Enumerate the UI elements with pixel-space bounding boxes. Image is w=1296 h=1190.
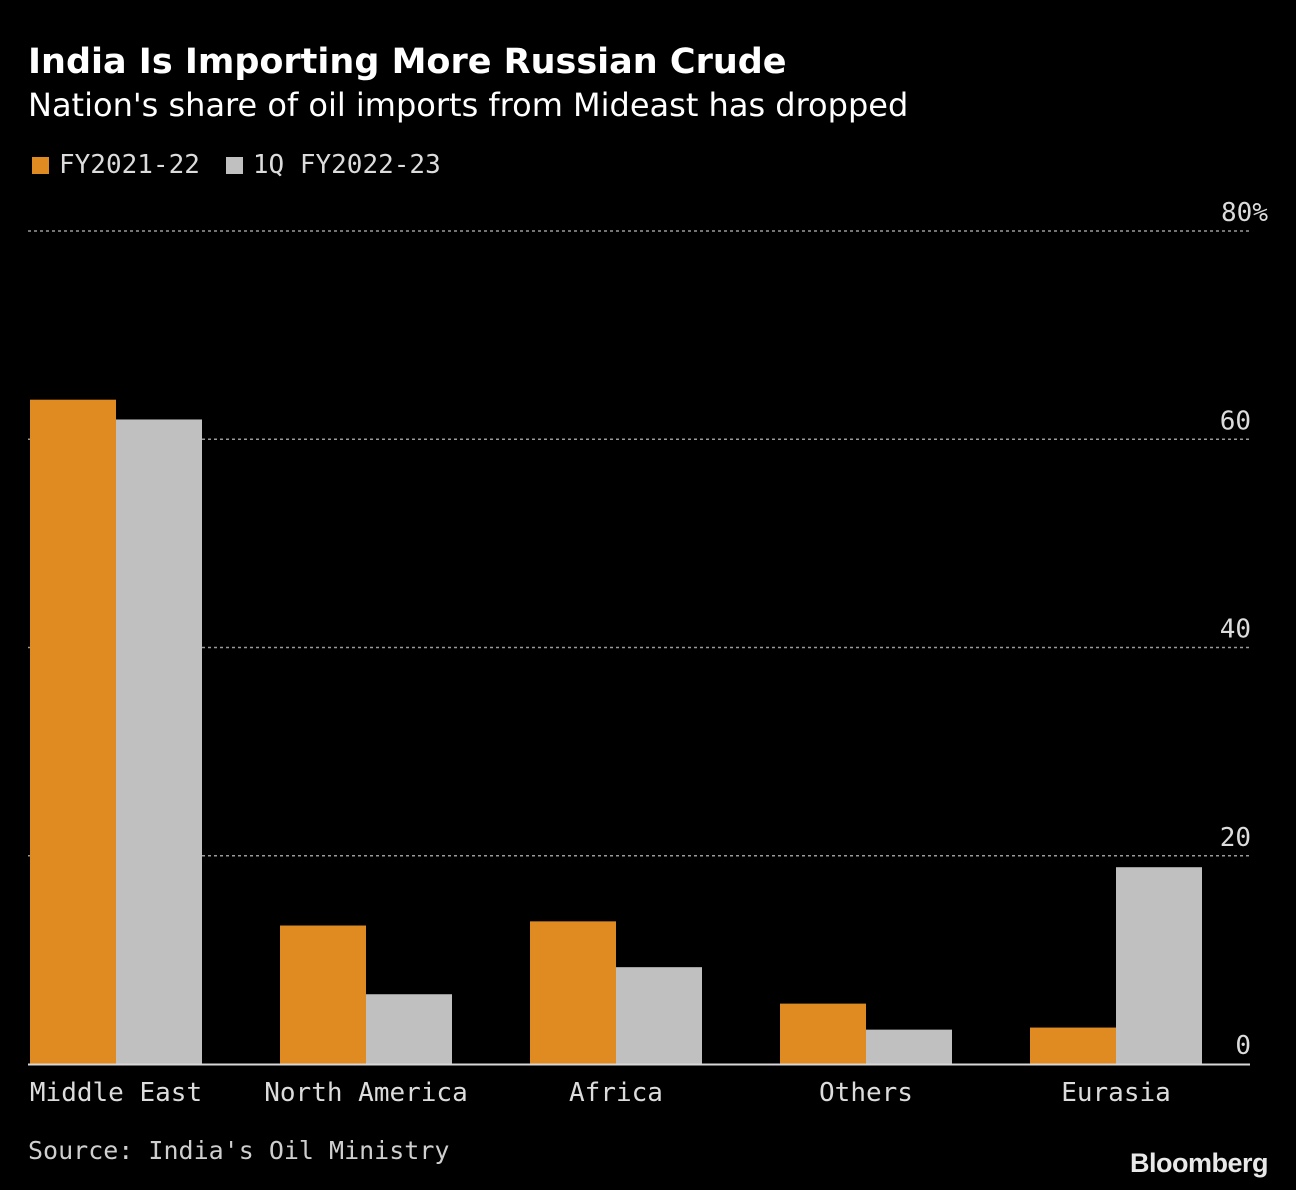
- bar-middle-east-series-2: [116, 419, 202, 1064]
- legend-item-fy2021-22: FY2021-22: [32, 150, 200, 180]
- y-tick-label-0: 0: [1235, 1031, 1251, 1061]
- y-tick-label-20: 20: [1220, 823, 1251, 853]
- bar-middle-east-series-1: [30, 399, 116, 1064]
- x-tick-label-africa: Africa: [569, 1078, 663, 1108]
- bar-africa-series-2: [616, 967, 702, 1064]
- bar-north-america-series-2: [366, 994, 452, 1064]
- chart-subtitle: Nation's share of oil imports from Midea…: [28, 86, 909, 124]
- y-tick-label-60: 60: [1220, 406, 1251, 436]
- legend-swatch-fy2021-22: [32, 156, 49, 174]
- bar-eurasia-series-1: [1030, 1027, 1116, 1064]
- chart-title: India Is Importing More Russian Crude: [28, 42, 787, 82]
- x-tick-label-others: Others: [819, 1078, 913, 1108]
- legend-label-fy2021-22: FY2021-22: [59, 150, 200, 180]
- x-tick-label-eurasia: Eurasia: [1061, 1078, 1171, 1108]
- bar-others-series-2: [866, 1029, 952, 1064]
- x-tick-label-middle-east: Middle East: [30, 1078, 202, 1108]
- x-tick-label-north-america: North America: [264, 1078, 468, 1108]
- legend-label-1q-fy2022-23: 1Q FY2022-23: [252, 150, 441, 180]
- legend-item-1q-fy2022-23: 1Q FY2022-23: [225, 150, 441, 180]
- legend-swatch-1q-fy2022-23: [225, 156, 243, 174]
- bar-north-america-series-1: [280, 925, 366, 1064]
- y-tick-label-40: 40: [1220, 615, 1251, 645]
- bloomberg-logo: Bloomberg: [1129, 1148, 1269, 1178]
- y-tick-label-80: 80%: [1221, 198, 1268, 228]
- bar-africa-series-1: [530, 921, 616, 1064]
- source-note: Source: India's Oil Ministry: [28, 1136, 450, 1165]
- legend: FY2021-22 1Q FY2022-23: [32, 150, 467, 180]
- bar-others-series-1: [780, 1003, 866, 1064]
- bar-eurasia-series-2: [1116, 867, 1202, 1064]
